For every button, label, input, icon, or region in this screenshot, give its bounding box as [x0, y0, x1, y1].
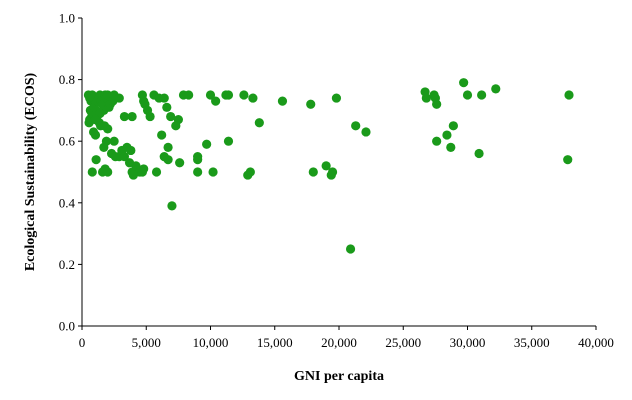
data-point [151, 167, 162, 177]
y-tick-label: 0.0 [59, 319, 75, 334]
data-point [223, 136, 234, 146]
x-tick-label: 25,000 [385, 335, 421, 350]
data-point [477, 90, 487, 100]
data-point [103, 90, 113, 100]
data-point [114, 93, 124, 103]
data-point [563, 155, 573, 165]
data-point [159, 93, 169, 103]
x-tick-label: 0 [79, 335, 86, 350]
data-point [163, 155, 173, 165]
data-point [446, 142, 456, 152]
x-axis: 0 5,000 10,000 15,000 20,000 25,000 30,000 35,0… [79, 325, 614, 350]
data-point [254, 118, 264, 128]
y-tick-label: 0.6 [59, 134, 76, 149]
data-point [248, 93, 258, 103]
data-point [474, 148, 484, 159]
data-points [83, 78, 574, 254]
data-point [87, 167, 97, 177]
data-point [184, 90, 194, 100]
data-point [90, 130, 101, 140]
data-point [162, 102, 172, 112]
data-point [442, 130, 452, 140]
data-point [91, 155, 101, 165]
data-point [208, 167, 218, 177]
data-point [351, 121, 361, 131]
y-axis-title: Ecological Sustainability (ECOS) [23, 72, 38, 271]
data-point [239, 90, 249, 100]
x-tick-label: 15,000 [257, 335, 293, 350]
data-point [361, 127, 371, 137]
data-point [166, 111, 176, 122]
data-point [223, 90, 234, 100]
data-point [459, 78, 469, 88]
data-point [245, 167, 255, 177]
data-point [109, 136, 119, 146]
x-tick-label: 30,000 [450, 335, 486, 350]
data-point [137, 167, 147, 177]
y-tick-label: 0.8 [59, 72, 75, 87]
data-point [175, 158, 185, 168]
data-point [448, 121, 458, 131]
data-point [308, 167, 318, 177]
x-tick-label: 20,000 [321, 335, 357, 350]
x-tick-label: 40,000 [578, 335, 614, 350]
data-point [167, 201, 177, 211]
data-point [432, 99, 442, 109]
data-point [491, 84, 501, 94]
data-point [421, 93, 431, 103]
data-point [157, 130, 167, 140]
x-tick-label: 35,000 [514, 335, 550, 350]
data-point [193, 167, 203, 177]
data-point [99, 142, 109, 152]
data-point [126, 145, 136, 156]
data-point [211, 96, 221, 106]
data-point [119, 152, 130, 162]
data-point [90, 115, 101, 125]
data-point [345, 244, 356, 254]
data-point [103, 167, 113, 177]
data-point [205, 90, 216, 100]
data-point [331, 93, 342, 103]
data-point [277, 96, 288, 106]
data-point [432, 136, 442, 146]
data-point [327, 167, 338, 177]
data-point [564, 90, 574, 100]
data-point [145, 111, 155, 122]
data-point [103, 124, 113, 134]
x-tick-label: 5,000 [132, 335, 161, 350]
data-point [119, 111, 130, 122]
data-point [128, 170, 138, 180]
x-tick-label: 10,000 [193, 335, 229, 350]
y-axis: 0.0 0.2 0.4 0.6 0.8 1.0 [59, 11, 83, 334]
y-tick-label: 0.2 [59, 257, 75, 272]
data-point [202, 139, 212, 149]
data-point [127, 111, 137, 122]
data-point [163, 142, 173, 152]
data-point [306, 99, 316, 109]
data-point [321, 161, 331, 171]
data-point [462, 90, 473, 100]
x-axis-title: GNI per capita [294, 369, 384, 384]
y-tick-label: 0.4 [59, 195, 76, 210]
data-point [173, 115, 183, 125]
data-point [193, 155, 203, 165]
y-tick-label: 1.0 [59, 11, 75, 26]
